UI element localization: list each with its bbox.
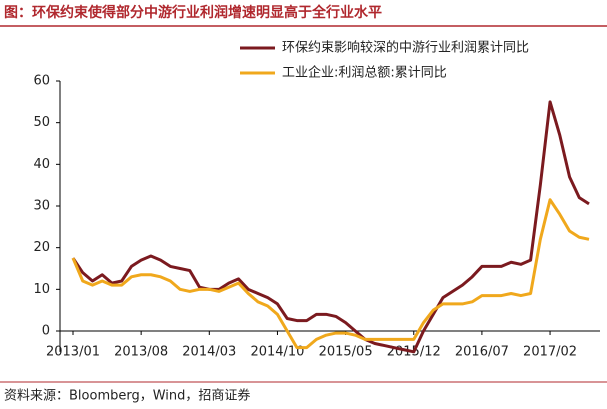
- x-tick-label: 2015/05: [319, 345, 373, 360]
- x-tick-label: 2014/03: [182, 345, 236, 360]
- series-line: [71, 100, 590, 354]
- chart-title: 图：环保约束使得部分中游行业利润增速明显高于全行业水平: [4, 4, 382, 21]
- x-tick-label: 2016/07: [455, 345, 509, 360]
- x-tick-label: 2014/10: [250, 345, 304, 360]
- x-tick-label: 2013/01: [46, 345, 100, 360]
- x-tick-label: 2013/08: [114, 345, 168, 360]
- series-line: [71, 198, 590, 350]
- y-tick-label: 30: [33, 199, 50, 214]
- y-tick-label: 50: [33, 115, 50, 130]
- y-tick-label: 0: [42, 324, 50, 339]
- y-tick-label: 10: [33, 282, 50, 297]
- legend-label: 工业企业:利润总额:累计同比: [282, 65, 447, 81]
- source: 资料来源：Bloomberg，Wind，招商证券: [4, 388, 250, 404]
- y-tick-label: 40: [33, 157, 50, 172]
- y-tick-label: 20: [33, 240, 50, 255]
- x-tick-label: 2017/02: [523, 345, 577, 360]
- y-tick-label: 60: [33, 74, 50, 89]
- legend-label: 环保约束影响较深的中游行业利润累计同比: [282, 40, 529, 56]
